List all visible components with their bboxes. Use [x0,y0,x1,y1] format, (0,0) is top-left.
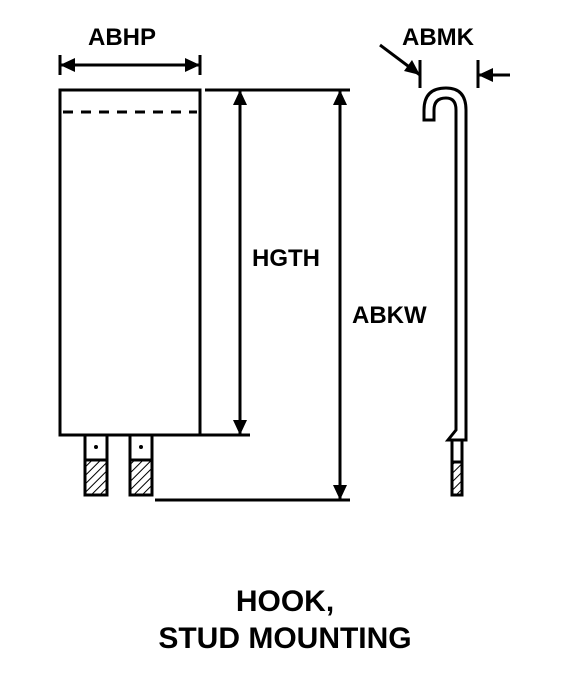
label-abhp: ABHP [88,24,156,52]
dimension-hgth [155,90,250,435]
title-line-2: STUD MOUNTING [0,622,570,656]
dimension-abhp [60,55,200,75]
side-view [424,88,466,495]
label-abkw: ABKW [352,302,427,330]
diagram-container: ABHP ABMK HGTH ABKW HOOK, STUD MOUNTING [0,0,570,690]
label-hgth: HGTH [252,245,320,273]
label-abmk: ABMK [402,24,474,52]
stud-2 [130,435,152,495]
dimension-abkw [155,90,350,500]
stud-1 [85,435,107,495]
title-line-1: HOOK, [0,585,570,619]
technical-drawing-svg [0,0,570,570]
